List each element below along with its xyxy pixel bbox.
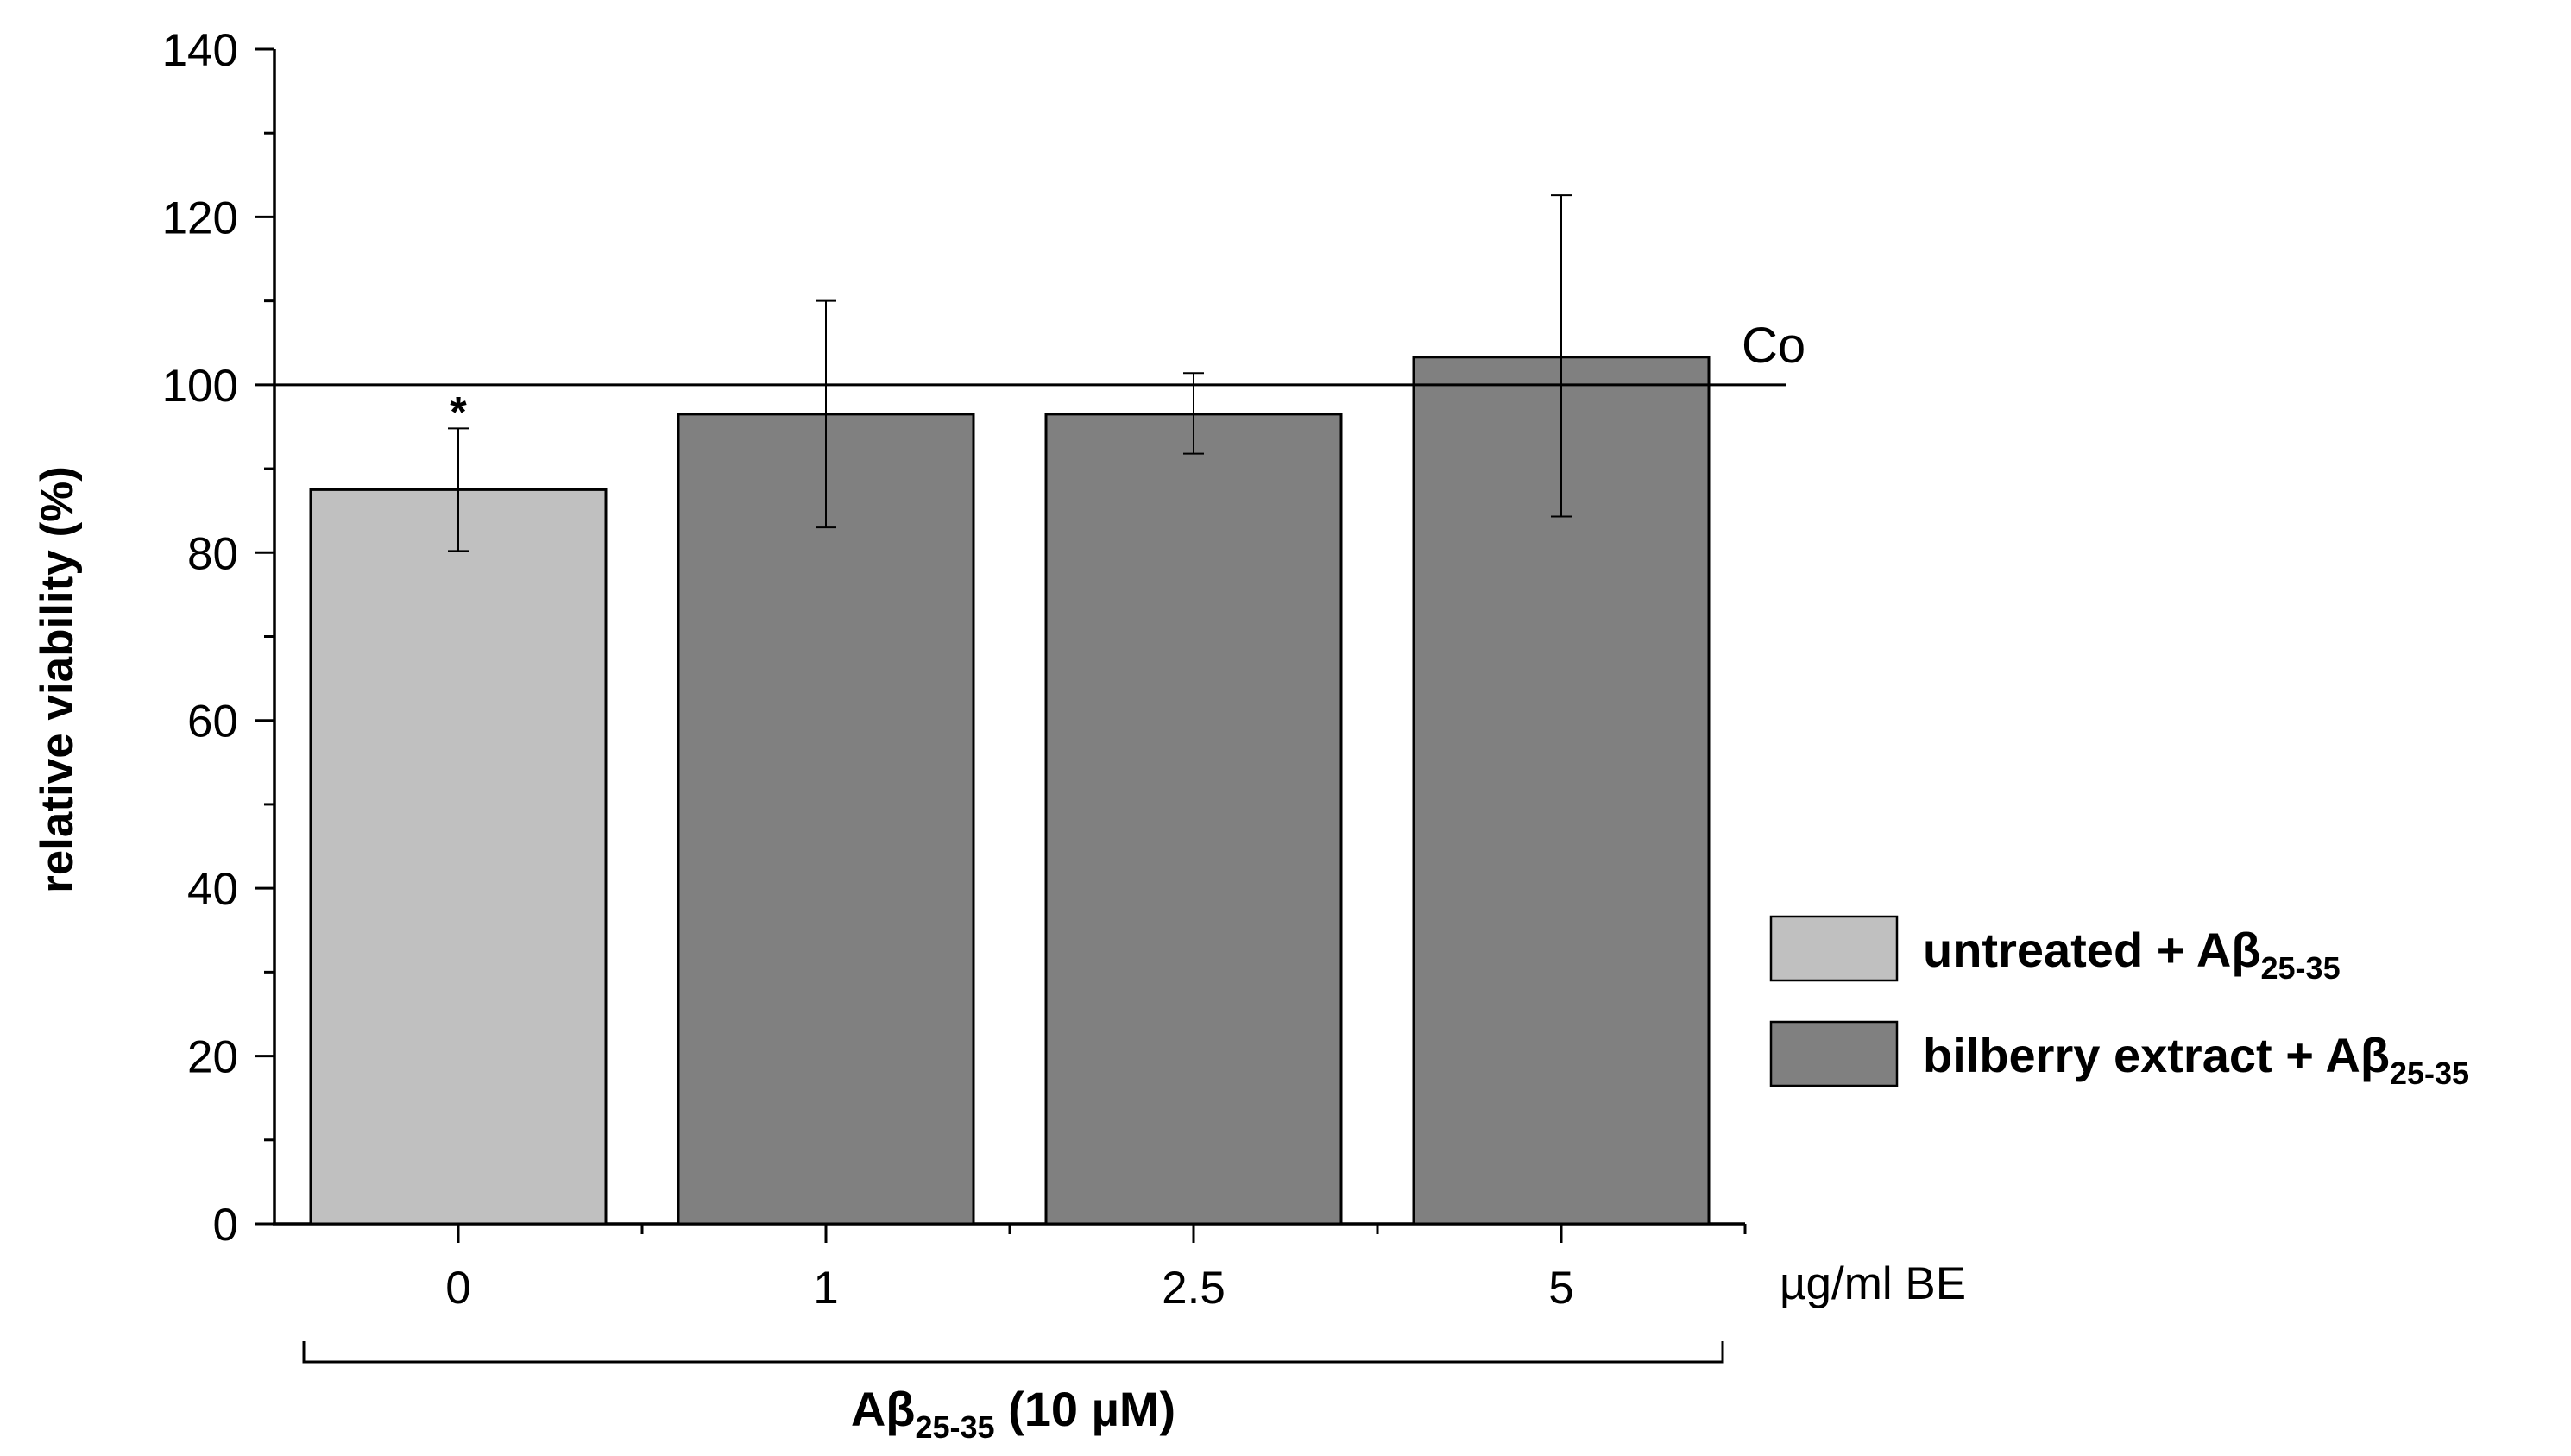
bracket-label-main: Aβ [851, 1382, 916, 1436]
y-tick-label-140: 140 [162, 25, 238, 76]
y-tick-label-100: 100 [162, 361, 238, 412]
bracket-label: Aβ25-35 (10 µM) [851, 1382, 1175, 1445]
legend-label-sub-0: 25-35 [2261, 950, 2341, 986]
bracket-line [302, 1341, 1724, 1364]
bar-2 [1044, 413, 1343, 1226]
bar-0 [309, 488, 608, 1226]
bracket-label-suffix: (10 µM) [995, 1382, 1176, 1436]
bars [309, 356, 1711, 1226]
x-tick-label-1: 1 [813, 1263, 838, 1314]
y-tick-label-60: 60 [187, 696, 238, 747]
legend-label-main-1: bilberry extract + Aβ [1923, 1028, 2390, 1082]
group-bracket: Aβ25-35 (10 µM) [302, 1341, 1724, 1445]
y-axis-title: relative viability (%) [32, 466, 83, 893]
legend-label-sub-1: 25-35 [2390, 1056, 2469, 1091]
y-tick-label-40: 40 [187, 864, 238, 915]
error-bars: * [448, 194, 1572, 552]
legend-swatch-1 [1769, 1020, 1899, 1087]
x-tick-label-0: 0 [445, 1263, 470, 1314]
bracket-label-sub: 25-35 [915, 1409, 994, 1445]
y-tick-label-20: 20 [187, 1032, 238, 1083]
legend-label-main-0: untreated + Aβ [1923, 923, 2261, 977]
y-tick-label-0: 0 [213, 1200, 238, 1251]
legend-label-0: untreated + Aβ25-35 [1923, 923, 2341, 986]
significance-marker-0: * [450, 388, 467, 436]
axes: 0 20 40 60 80 100 120 140 0 1 2.5 5 µg/ml BE relative… [32, 25, 1966, 1314]
legend-swatch-0 [1769, 915, 1899, 982]
legend-label-1: bilberry extract + Aβ25-35 [1923, 1028, 2469, 1091]
y-tick-label-80: 80 [187, 528, 238, 579]
y-tick-label-120: 120 [162, 192, 238, 243]
x-tick-label-3: 5 [1548, 1263, 1573, 1314]
reference-line-label: Co [1742, 318, 1805, 374]
bar-1 [677, 413, 975, 1226]
x-tick-label-2: 2.5 [1162, 1263, 1226, 1314]
x-unit-label: µg/ml BE [1780, 1258, 1966, 1309]
reference-line-group: Co [274, 318, 1805, 387]
